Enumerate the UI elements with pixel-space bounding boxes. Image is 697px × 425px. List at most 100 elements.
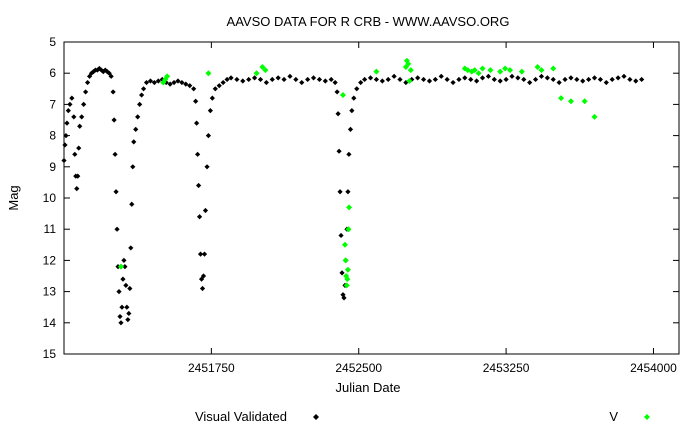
data-point xyxy=(275,75,281,81)
data-point xyxy=(121,257,127,263)
data-point xyxy=(130,164,136,170)
data-point xyxy=(403,79,409,86)
data-point xyxy=(538,67,545,74)
data-point xyxy=(497,78,503,84)
data-point xyxy=(518,68,525,75)
data-point xyxy=(76,145,82,151)
data-point xyxy=(155,78,161,84)
data-point xyxy=(397,76,403,83)
data-point xyxy=(216,83,222,89)
data-point xyxy=(568,75,574,81)
data-point xyxy=(204,164,210,170)
data-point xyxy=(515,75,521,81)
data-point xyxy=(406,78,413,84)
chart-title: AAVSO DATA FOR R CRB - WWW.AAVSO.ORG xyxy=(227,14,510,29)
data-point xyxy=(205,70,212,77)
data-point xyxy=(591,75,598,81)
data-point xyxy=(124,304,130,310)
data-point xyxy=(75,173,81,179)
x-axis-title: Julian Date xyxy=(335,380,400,395)
data-point xyxy=(502,65,509,72)
data-point xyxy=(475,70,482,77)
data-point xyxy=(74,186,80,192)
data-point xyxy=(487,67,494,74)
data-point xyxy=(351,95,357,101)
data-point xyxy=(263,79,269,86)
data-point xyxy=(200,273,207,279)
data-point xyxy=(485,73,492,79)
y-tick-label: 9 xyxy=(49,160,56,174)
data-point xyxy=(108,73,114,79)
data-series xyxy=(61,57,645,326)
data-point xyxy=(627,76,633,83)
plot-area-frame xyxy=(63,41,680,355)
data-point xyxy=(580,78,586,84)
data-point xyxy=(345,226,352,233)
data-point xyxy=(253,70,260,77)
data-point xyxy=(151,79,157,86)
data-point xyxy=(179,79,185,86)
y-tick-label: 6 xyxy=(49,66,56,80)
data-point xyxy=(205,133,212,139)
data-point xyxy=(114,226,120,232)
data-point xyxy=(122,264,128,270)
data-point xyxy=(456,76,462,83)
data-point xyxy=(346,204,353,211)
data-point xyxy=(450,79,456,86)
y-tick-label: 14 xyxy=(43,316,57,330)
data-point xyxy=(116,289,122,295)
data-point xyxy=(127,285,133,292)
data-point xyxy=(164,73,171,80)
series-v xyxy=(117,57,598,289)
data-point xyxy=(118,320,124,326)
data-point xyxy=(126,310,132,317)
data-point xyxy=(83,89,89,95)
data-point xyxy=(63,133,69,139)
data-point xyxy=(379,78,385,84)
data-point xyxy=(405,60,412,67)
data-point xyxy=(534,63,541,70)
y-tick-label: 7 xyxy=(49,97,56,111)
data-point xyxy=(305,76,311,83)
data-point xyxy=(104,69,110,75)
data-point xyxy=(234,76,240,83)
data-point xyxy=(527,79,533,86)
data-point xyxy=(129,201,135,207)
data-point xyxy=(65,108,71,114)
data-point xyxy=(507,67,514,74)
data-point xyxy=(187,83,193,89)
data-point xyxy=(538,73,545,79)
data-point xyxy=(373,76,380,83)
data-point xyxy=(479,65,486,72)
data-point xyxy=(479,75,486,81)
data-point xyxy=(171,79,177,86)
data-point xyxy=(346,151,352,157)
x-axis: 2451750 2452500 2453250 2454000 xyxy=(188,42,677,375)
data-point xyxy=(199,285,206,292)
data-point xyxy=(639,76,645,83)
data-point xyxy=(128,245,134,251)
data-point xyxy=(474,78,480,84)
data-point xyxy=(194,120,200,126)
data-point xyxy=(110,89,116,95)
data-point xyxy=(426,78,433,84)
data-point xyxy=(349,108,355,114)
legend-label-visual-validated: Visual Validated xyxy=(195,409,287,424)
data-point xyxy=(597,76,604,83)
data-point xyxy=(67,101,73,107)
series-visual-validated xyxy=(61,65,645,326)
data-point xyxy=(61,157,67,164)
y-tick-label: 12 xyxy=(43,253,57,267)
y-tick-label: 11 xyxy=(44,222,57,236)
data-point xyxy=(621,73,627,79)
data-point xyxy=(287,73,293,79)
x-tick-label: 2454000 xyxy=(630,361,677,375)
data-point xyxy=(328,76,334,83)
data-point xyxy=(567,98,574,105)
data-point xyxy=(131,139,137,145)
x-tick-label: 2451750 xyxy=(188,361,235,375)
data-point xyxy=(341,295,347,301)
data-point xyxy=(175,78,181,84)
data-point xyxy=(503,76,509,83)
data-point xyxy=(471,67,478,74)
